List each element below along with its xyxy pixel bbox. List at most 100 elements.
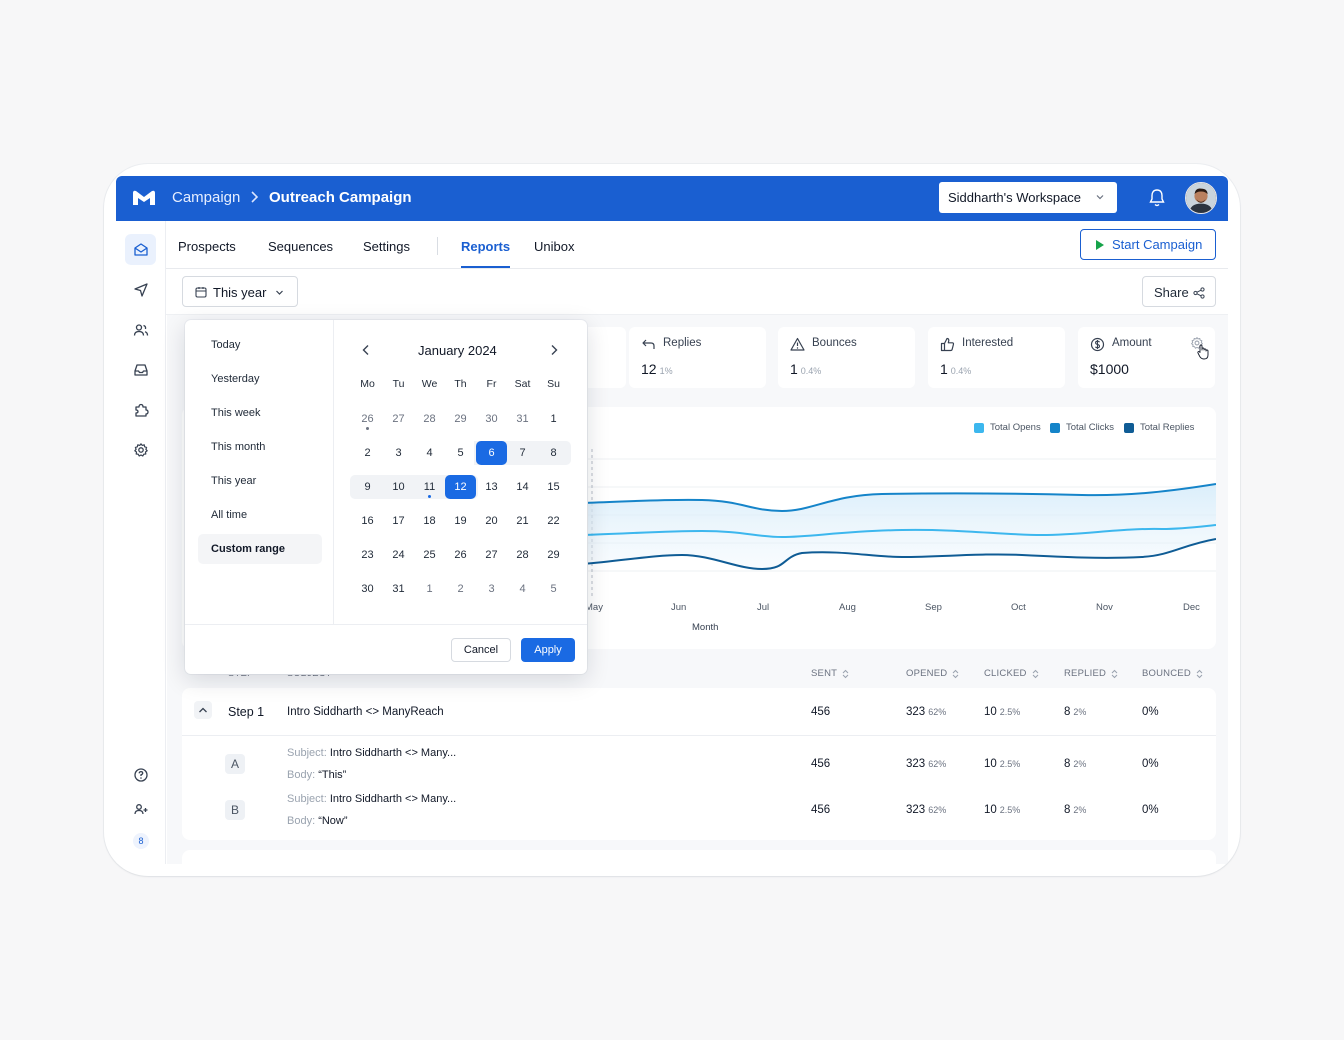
col-header-replied[interactable]: REPLIED	[1064, 668, 1118, 679]
date-range-button[interactable]: This year	[182, 276, 298, 307]
calendar-day[interactable]: 13	[485, 481, 498, 493]
tab-reports[interactable]: Reports	[461, 239, 511, 254]
sidebar-item-integrations[interactable]	[125, 394, 156, 425]
calendar-day[interactable]: 14	[516, 481, 529, 493]
preset-today[interactable]: Today	[211, 339, 241, 351]
workspace-select[interactable]: Siddharth's Workspace	[939, 182, 1117, 213]
reply-icon	[642, 339, 655, 349]
sidebar-item-help[interactable]	[125, 759, 156, 790]
calendar-day[interactable]: 30	[361, 583, 374, 595]
tab-prospects[interactable]: Prospects	[178, 239, 236, 254]
calendar-day[interactable]: 11	[423, 481, 436, 493]
calendar-day[interactable]: 4	[519, 583, 526, 595]
sidebar-item-inbox[interactable]	[125, 354, 156, 385]
calendar-day[interactable]: 4	[426, 447, 433, 459]
calendar-day[interactable]: 26	[361, 413, 374, 425]
sidebar-item-campaigns[interactable]	[125, 234, 156, 265]
calendar-day[interactable]: 28	[516, 549, 529, 561]
calendar-day[interactable]: 1	[426, 583, 433, 595]
chevron-up-icon	[199, 707, 207, 713]
sidebar-item-send[interactable]	[125, 274, 156, 305]
calendar-day[interactable]: 31	[392, 583, 405, 595]
cancel-button[interactable]: Cancel	[451, 638, 511, 662]
sidebar-item-settings[interactable]	[125, 434, 156, 465]
calendar-day[interactable]: 20	[485, 515, 498, 527]
series-line-total-replies	[581, 538, 1216, 571]
calendar-day[interactable]: 2	[364, 447, 371, 459]
col-header-bounced[interactable]: BOUNCED	[1142, 668, 1203, 679]
preset-yesterday[interactable]: Yesterday	[211, 373, 260, 385]
calendar-day[interactable]: 16	[361, 515, 374, 527]
help-icon	[133, 767, 148, 782]
calendar-day[interactable]: 8	[550, 447, 557, 459]
weekday-label: Sat	[514, 378, 531, 390]
calendar-day[interactable]: 24	[392, 549, 405, 561]
calendar-day[interactable]: 22	[547, 515, 560, 527]
calendar-day[interactable]: 1	[550, 413, 557, 425]
calendar-day[interactable]: 23	[361, 549, 374, 561]
body-label: Body:	[287, 769, 316, 781]
calendar-day[interactable]: 26	[454, 549, 467, 561]
calendar-day[interactable]: 2	[457, 583, 464, 595]
legend-item-replies[interactable]: Total Replies	[1124, 422, 1194, 433]
device-frame: Campaign Outreach Campaign Siddharth's W…	[104, 164, 1240, 876]
calendar-day[interactable]: 25	[423, 549, 436, 561]
col-header-clicked[interactable]: CLICKED	[984, 668, 1039, 679]
calendar-day[interactable]: 5	[457, 447, 464, 459]
preset-this-year[interactable]: This year	[211, 475, 257, 487]
col-header-label: OPENED	[906, 668, 948, 679]
calendar-day[interactable]: 5	[550, 583, 557, 595]
sidebar-item-team[interactable]	[125, 793, 156, 824]
calendar-day[interactable]: 17	[392, 515, 405, 527]
breadcrumb-campaign[interactable]: Campaign	[172, 189, 241, 206]
clicked-percent: 2.5%	[999, 707, 1021, 717]
bell-icon[interactable]	[1148, 188, 1166, 208]
chevron-left-icon[interactable]	[361, 344, 371, 356]
col-header-sent[interactable]: SENT	[811, 668, 849, 679]
notification-badge[interactable]: 8	[133, 833, 149, 849]
tab-unibox[interactable]: Unibox	[534, 239, 575, 254]
opened-percent: 62%	[928, 759, 947, 769]
opened-count: 323	[906, 804, 926, 816]
sort-icon	[842, 669, 849, 678]
share-button[interactable]: Share	[1142, 276, 1216, 307]
calendar-day[interactable]: 7	[519, 447, 526, 459]
legend-item-opens[interactable]: Total Opens	[974, 422, 1041, 433]
legend-item-clicks[interactable]: Total Clicks	[1050, 422, 1114, 433]
collapse-step-button[interactable]	[194, 701, 212, 719]
calendar-day[interactable]: 30	[485, 413, 498, 425]
preset-this-month[interactable]: This month	[211, 441, 266, 453]
variant-b-subject: Subject: Intro Siddharth <> Many...	[287, 793, 456, 805]
calendar-day-selected[interactable]: 6	[476, 441, 507, 465]
calendar-day[interactable]: 27	[485, 549, 498, 561]
preset-this-week[interactable]: This week	[211, 407, 261, 419]
manyreach-logo[interactable]	[132, 189, 156, 207]
settings-icon[interactable]	[1190, 336, 1204, 350]
legend-swatch	[1050, 422, 1060, 433]
calendar-day[interactable]: 15	[547, 481, 560, 493]
start-campaign-button[interactable]: Start Campaign	[1080, 229, 1216, 260]
calendar-day[interactable]: 3	[395, 447, 402, 459]
calendar-day[interactable]: 9	[364, 481, 371, 493]
calendar-day[interactable]: 28	[423, 413, 436, 425]
calendar-day[interactable]: 21	[516, 515, 529, 527]
calendar-day[interactable]: 3	[488, 583, 495, 595]
calendar-day[interactable]: 29	[454, 413, 467, 425]
preset-all-time[interactable]: All time	[211, 509, 248, 521]
tab-sequences[interactable]: Sequences	[268, 239, 334, 254]
calendar-day[interactable]: 18	[423, 515, 436, 527]
calendar-day[interactable]: 19	[454, 515, 467, 527]
sidebar-item-prospects[interactable]	[125, 314, 156, 345]
calendar-day-selected[interactable]: 12	[445, 475, 476, 499]
col-header-opened[interactable]: OPENED	[906, 668, 959, 679]
calendar-day[interactable]: 29	[547, 549, 560, 561]
calendar-day[interactable]: 10	[392, 481, 405, 493]
user-avatar[interactable]	[1185, 182, 1217, 214]
share-icon	[1193, 287, 1205, 299]
calendar-day[interactable]: 27	[392, 413, 405, 425]
apply-button[interactable]: Apply	[521, 638, 575, 662]
tab-settings[interactable]: Settings	[363, 239, 410, 254]
preset-custom-range[interactable]: Custom range	[211, 543, 285, 555]
calendar-day[interactable]: 31	[516, 413, 529, 425]
chevron-right-icon[interactable]	[549, 344, 559, 356]
